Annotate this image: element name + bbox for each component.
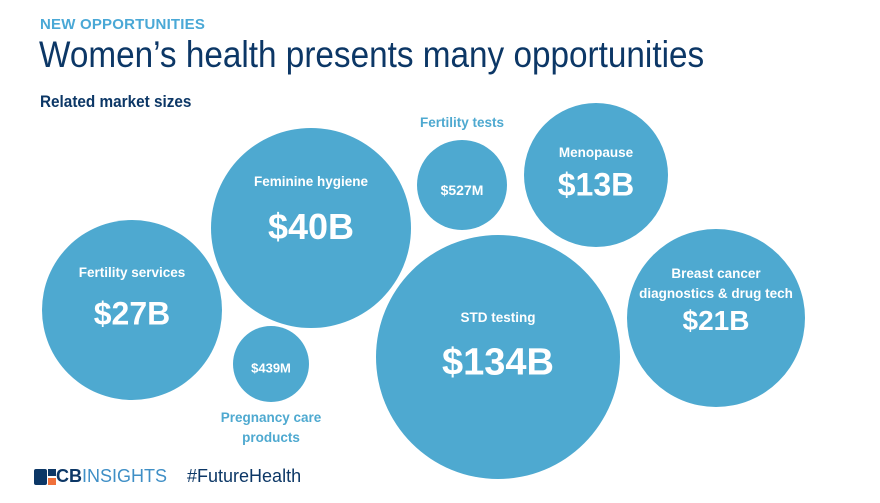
bubble-fertility-services — [42, 220, 222, 400]
logo-text-bold: CB — [56, 466, 82, 486]
footer: CB INSIGHTS #FutureHealth — [34, 466, 301, 487]
bubble-fertility-tests — [417, 140, 507, 230]
bubble-value: $439M — [251, 361, 291, 376]
bubble-label: diagnostics & drug tech — [639, 286, 793, 301]
bubble-label: Fertility tests — [420, 115, 504, 130]
page-title: Women’s health presents many opportuniti… — [39, 34, 705, 75]
bubble-label: STD testing — [460, 310, 535, 325]
bubble-breast-cancer-diagnostics-drug-tech — [627, 229, 805, 407]
bubble-value: $21B — [683, 305, 750, 336]
logo-mark-icon — [34, 468, 56, 485]
bubble-label: Fertility services — [79, 265, 186, 280]
hashtag: #FutureHealth — [187, 466, 302, 486]
bubble-label: Breast cancer — [671, 266, 761, 281]
bubble-label: Menopause — [559, 145, 634, 160]
subtitle: Related market sizes — [40, 92, 192, 111]
bubble-value: $27B — [94, 296, 171, 332]
bubble-std-testing — [376, 235, 620, 479]
logo-text: INSIGHTS — [82, 466, 168, 486]
bubble-value: $527M — [441, 182, 484, 198]
bubble-value: $40B — [268, 206, 354, 247]
bubble-label: Feminine hygiene — [254, 174, 369, 189]
bubble-value: $134B — [442, 342, 554, 384]
kicker: NEW OPPORTUNITIES — [40, 16, 206, 33]
bubble-label: Pregnancy care — [221, 410, 322, 425]
bubble-feminine-hygiene — [211, 128, 411, 328]
bubble-pregnancy-care-products — [233, 326, 309, 402]
bubble-menopause — [524, 103, 668, 247]
cb-insights-logo: CB INSIGHTS — [34, 466, 167, 487]
bubble-label: products — [242, 430, 300, 445]
bubble-value: $13B — [558, 167, 635, 203]
